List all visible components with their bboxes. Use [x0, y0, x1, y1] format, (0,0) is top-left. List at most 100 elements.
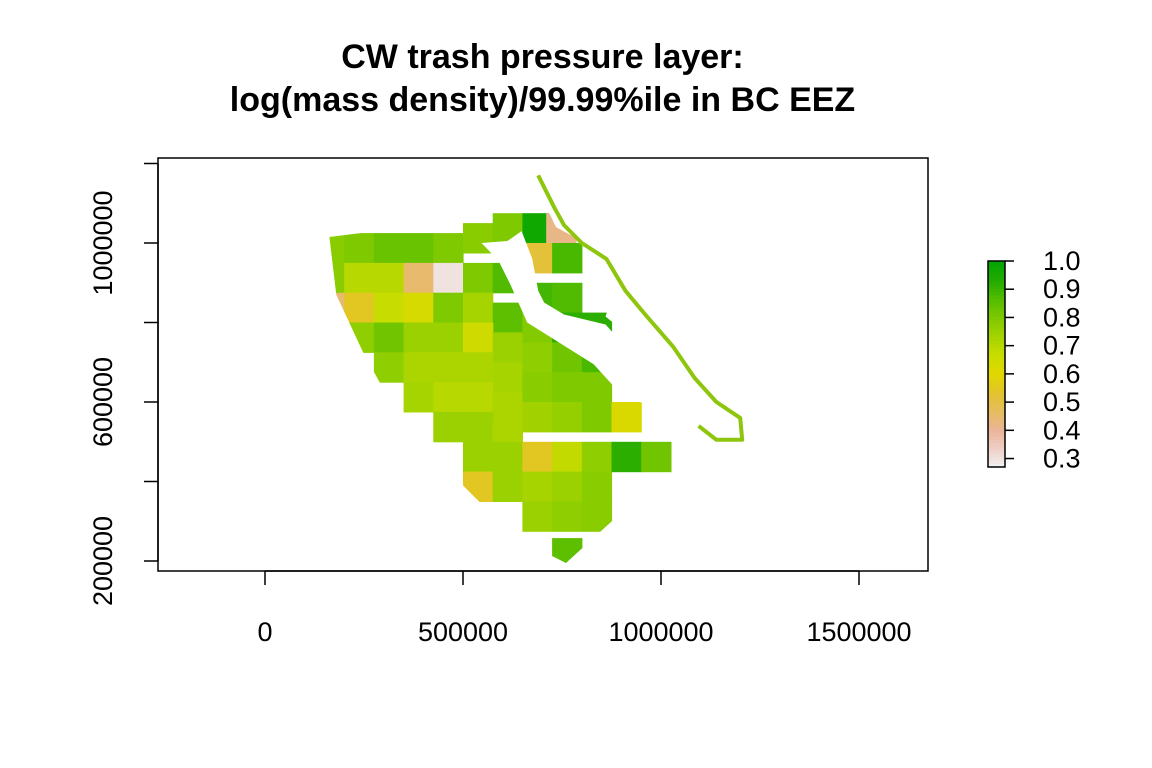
- legend-color-step: [988, 281, 1005, 286]
- y-tick-label: 600000: [88, 357, 118, 447]
- legend-color-step: [988, 350, 1005, 355]
- raster-cell: [403, 292, 434, 324]
- legend-color-step: [988, 398, 1005, 403]
- legend-color-step: [988, 319, 1005, 324]
- legend-color-step: [988, 436, 1005, 440]
- raster-cell: [463, 352, 494, 383]
- raster-cell: [329, 233, 345, 264]
- map-layer: [329, 174, 745, 563]
- raster-cell: [463, 262, 494, 294]
- raster-cell: [344, 233, 375, 264]
- legend-color-step: [988, 329, 1005, 334]
- legend-color-step: [988, 432, 1005, 437]
- plot-title: CW trash pressure layer: log(mass densit…: [0, 36, 1085, 122]
- raster-cell: [403, 322, 434, 353]
- raster-cell: [552, 243, 583, 274]
- legend-color-step: [988, 439, 1005, 444]
- raster-cell: [581, 501, 613, 532]
- legend-color-step: [988, 340, 1005, 344]
- legend-color-step: [988, 267, 1005, 272]
- y-tick-label: 1000000: [88, 190, 118, 295]
- legend-color-step: [988, 305, 1005, 310]
- raster-cell: [641, 441, 672, 473]
- y-axis: 200000 600000 1000000: [88, 162, 159, 606]
- raster-cell: [492, 332, 523, 363]
- raster-cell: [433, 322, 464, 353]
- raster-cell: [522, 372, 553, 403]
- raster-cell: [492, 471, 523, 502]
- raster-cell: [492, 392, 523, 423]
- legend-color-step: [988, 374, 1005, 379]
- title-line-2: log(mass density)/99.99%ile in BC EEZ: [229, 81, 856, 119]
- raster-cell: [433, 233, 464, 264]
- legend-color-step: [988, 261, 1005, 265]
- raster-cell: [492, 302, 523, 333]
- legend-color-step: [988, 326, 1005, 331]
- raster-cell: [344, 262, 375, 294]
- raster-cell: [403, 382, 434, 413]
- legend-tick-label: 0.5: [1043, 387, 1081, 417]
- color-legend: 1.00.90.80.70.60.50.40.3: [987, 246, 1081, 474]
- raster-cell: [433, 352, 464, 383]
- raster-cell: [522, 342, 553, 373]
- legend-color-step: [988, 422, 1005, 427]
- raster-cell: [552, 372, 583, 403]
- legend-color-step: [988, 429, 1005, 434]
- raster-cell: [611, 441, 642, 473]
- legend-color-step: [988, 415, 1005, 420]
- legend-color-step: [988, 364, 1005, 368]
- legend-color-step: [988, 456, 1005, 461]
- legend-color-step: [988, 309, 1005, 313]
- legend-color-step: [988, 312, 1005, 317]
- raster-cell: [581, 471, 613, 502]
- raster-cell: [581, 402, 613, 433]
- legend-tick-label: 0.4: [1043, 415, 1081, 445]
- legend-color-step: [988, 367, 1005, 372]
- raster-cell: [492, 441, 523, 473]
- legend-tick-label: 0.6: [1043, 359, 1081, 389]
- raster-cell: [329, 292, 345, 324]
- raster-cell: [403, 352, 434, 383]
- legend-color-step: [988, 370, 1005, 375]
- legend-color-step: [988, 412, 1005, 416]
- legend-color-step: [988, 381, 1005, 386]
- raster-cells: [329, 213, 672, 563]
- raster-cell: [552, 501, 583, 532]
- legend-color-step: [988, 336, 1005, 341]
- raster-cell: [373, 262, 405, 294]
- legend-tick-label: 0.8: [1043, 302, 1081, 332]
- raster-cell: [522, 471, 553, 502]
- x-tick-label: 1500000: [806, 617, 911, 647]
- legend-color-step: [988, 357, 1005, 361]
- raster-cell: [433, 292, 464, 324]
- legend-color-step: [988, 288, 1005, 293]
- legend-color-step: [988, 264, 1005, 269]
- raster-cell: [552, 441, 583, 473]
- raster-cell: [463, 322, 494, 353]
- legend-color-step: [988, 388, 1005, 392]
- raster-cell: [581, 441, 613, 473]
- raster-cell: [433, 382, 464, 413]
- legend-color-step: [988, 401, 1005, 406]
- legend-color-step: [988, 443, 1005, 447]
- raster-cell: [552, 402, 583, 433]
- x-axis: 0 500000 1000000 1500000: [257, 570, 912, 647]
- island-landmass: [481, 231, 677, 418]
- legend-color-step: [988, 271, 1005, 276]
- raster-cell: [522, 501, 553, 532]
- legend-color-step: [988, 449, 1005, 454]
- legend-color-step: [988, 333, 1005, 337]
- legend-color-step: [988, 408, 1005, 413]
- raster-cell: [373, 292, 405, 324]
- raster-cell: [403, 262, 434, 294]
- legend-tick-label: 1.0: [1043, 246, 1081, 276]
- legend-color-step: [988, 295, 1005, 300]
- legend-color-step: [988, 377, 1005, 382]
- raster-cell: [463, 441, 494, 473]
- y-tick-label: 200000: [88, 516, 118, 606]
- raster-cell: [522, 441, 553, 473]
- legend-color-step: [988, 285, 1005, 289]
- legend-color-step: [988, 291, 1005, 296]
- raster-cell: [611, 402, 642, 433]
